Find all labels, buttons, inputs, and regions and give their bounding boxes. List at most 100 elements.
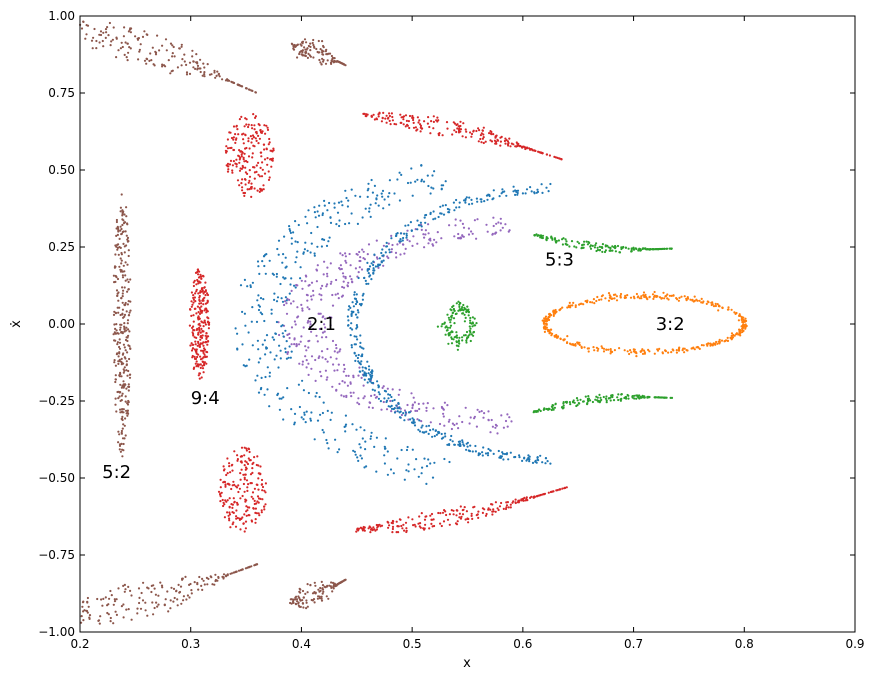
data-point	[114, 253, 117, 256]
data-point	[385, 241, 388, 244]
data-point	[120, 386, 123, 389]
data-point	[404, 114, 408, 117]
data-point	[366, 195, 369, 198]
data-point	[544, 326, 547, 329]
data-point	[157, 603, 160, 606]
data-point	[200, 309, 203, 313]
data-point	[246, 188, 249, 191]
data-point	[404, 414, 407, 417]
data-point	[197, 333, 200, 336]
data-point	[449, 438, 452, 441]
data-point	[245, 479, 249, 482]
data-point	[121, 408, 124, 411]
data-point	[257, 161, 260, 164]
data-point	[349, 264, 352, 267]
data-point	[675, 349, 678, 352]
data-point	[482, 416, 485, 419]
data-point	[629, 296, 633, 299]
data-point	[489, 431, 492, 434]
data-point	[454, 218, 457, 221]
x-tick-label: 0.9	[845, 637, 864, 651]
data-point	[298, 596, 301, 600]
data-point	[308, 325, 312, 328]
data-point	[120, 323, 123, 326]
data-point	[612, 293, 616, 296]
data-point	[108, 597, 111, 600]
data-point	[349, 381, 352, 384]
data-point	[258, 137, 261, 140]
data-point	[244, 171, 247, 174]
data-point	[219, 478, 222, 481]
data-point	[458, 201, 461, 204]
data-point	[271, 159, 274, 162]
data-point	[307, 44, 310, 48]
data-point	[220, 491, 223, 494]
data-point	[501, 451, 504, 454]
data-point	[115, 36, 118, 39]
data-point	[180, 64, 183, 67]
data-point	[433, 461, 436, 464]
data-point	[330, 581, 333, 584]
series-red-9-4-upper-arc	[362, 111, 563, 161]
data-point	[199, 331, 202, 334]
data-point	[202, 292, 205, 295]
data-point	[558, 488, 562, 491]
data-point	[321, 238, 324, 241]
data-point	[364, 279, 367, 282]
data-point	[407, 224, 410, 227]
data-point	[106, 611, 109, 615]
data-point	[339, 348, 342, 351]
data-point	[693, 295, 696, 298]
data-point	[744, 317, 747, 320]
data-point	[301, 40, 305, 43]
data-point	[420, 225, 423, 228]
data-point	[536, 456, 539, 459]
data-point	[444, 180, 447, 183]
data-point	[251, 344, 254, 347]
data-point	[416, 178, 419, 181]
data-point	[117, 362, 120, 365]
data-point	[413, 424, 417, 427]
data-point	[740, 325, 743, 328]
data-point	[743, 319, 746, 322]
data-point	[596, 349, 599, 352]
data-point	[326, 59, 329, 62]
data-point	[609, 350, 613, 353]
data-point	[204, 334, 207, 337]
data-point	[397, 407, 401, 410]
data-point	[550, 328, 553, 331]
data-point	[197, 292, 200, 295]
data-point	[295, 598, 299, 601]
data-point	[329, 216, 332, 219]
data-point	[357, 397, 360, 400]
data-point	[399, 238, 402, 241]
data-point	[257, 308, 261, 312]
data-point	[138, 50, 141, 53]
data-point	[207, 317, 210, 320]
data-point	[93, 27, 96, 31]
data-point	[301, 309, 304, 312]
data-point	[361, 529, 364, 532]
data-point	[357, 459, 360, 462]
data-point	[285, 312, 289, 315]
data-point	[336, 292, 339, 295]
data-point	[618, 251, 621, 254]
data-point	[320, 580, 323, 584]
data-point	[193, 366, 196, 369]
data-point	[669, 396, 672, 399]
data-point	[289, 356, 292, 359]
data-point	[648, 296, 651, 299]
data-point	[226, 574, 229, 577]
data-point	[230, 487, 233, 491]
data-point	[577, 402, 580, 405]
data-point	[125, 234, 128, 237]
data-point	[400, 173, 403, 176]
data-point	[249, 459, 252, 462]
data-point	[470, 230, 473, 233]
data-point	[134, 35, 137, 38]
data-point	[318, 293, 321, 296]
data-point	[449, 326, 452, 329]
data-point	[727, 306, 730, 309]
data-point	[333, 369, 336, 372]
data-point	[244, 134, 247, 137]
